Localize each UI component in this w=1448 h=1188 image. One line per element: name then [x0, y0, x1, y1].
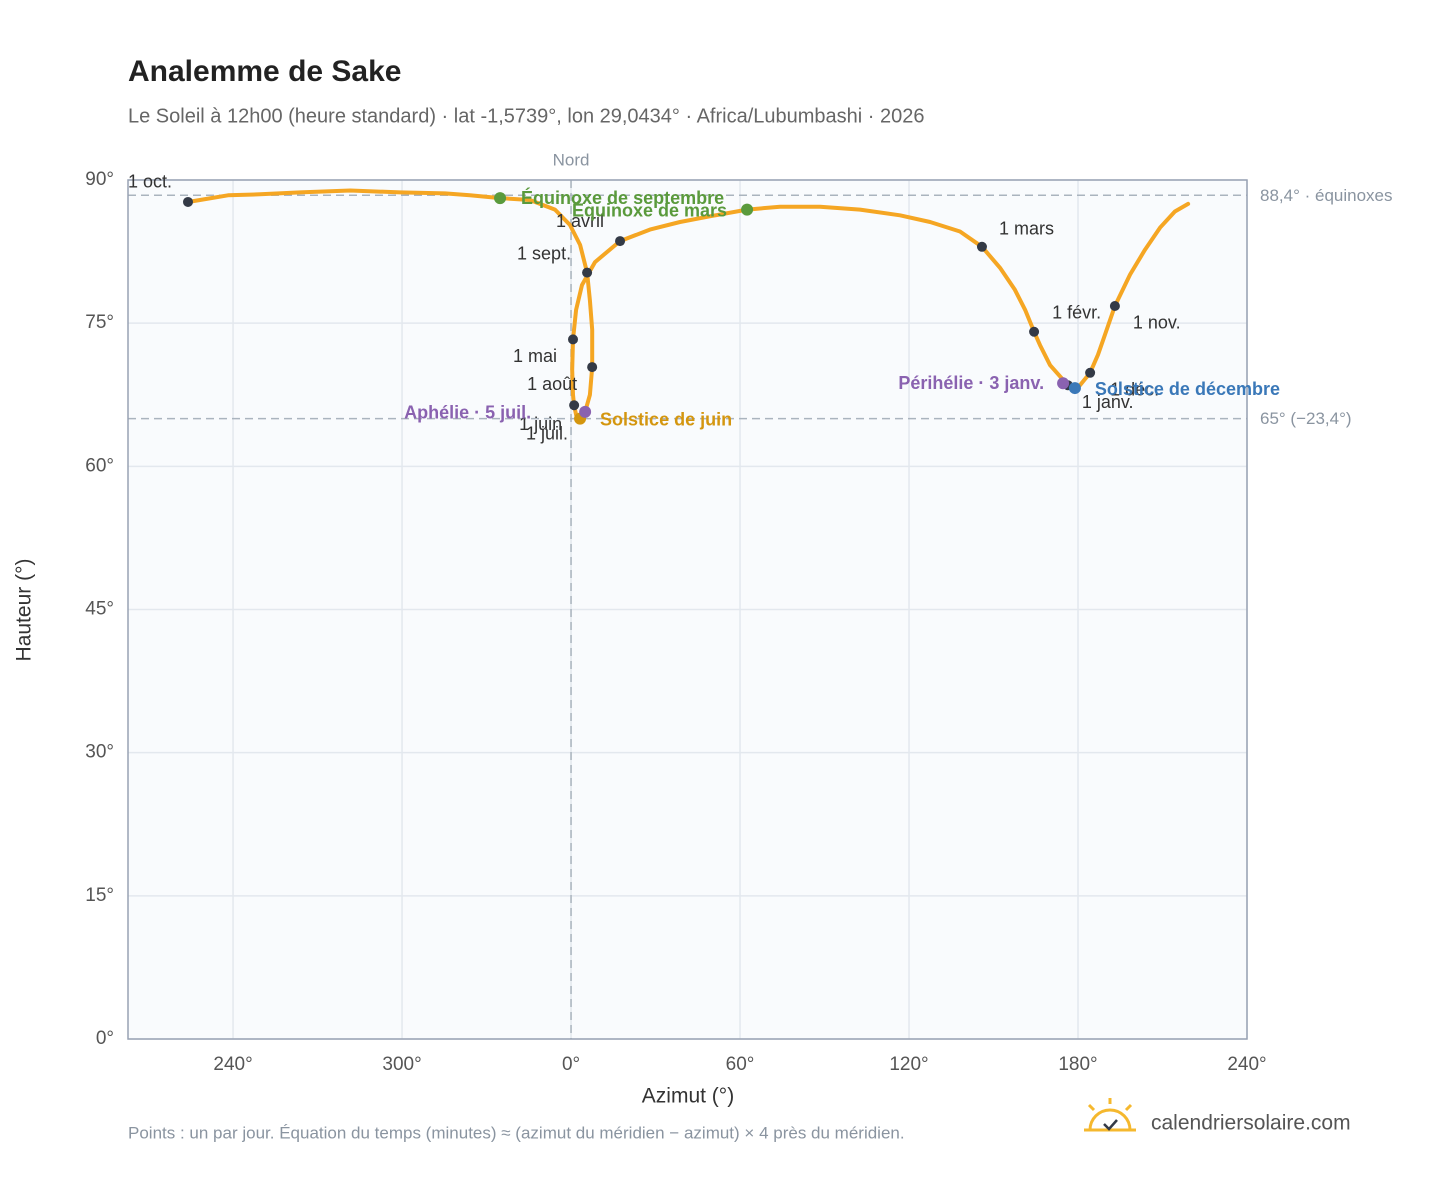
plot-border: [127, 179, 1248, 1040]
event-marker: [494, 192, 507, 205]
x-tick-label: 240°: [213, 1054, 252, 1075]
y-tick-label: 15°: [85, 885, 114, 906]
month-marker: [568, 334, 579, 345]
brand-icon: [1084, 1098, 1136, 1132]
x-tick-label: 240°: [1227, 1054, 1266, 1075]
event-label: Solstice de décembre: [1095, 379, 1280, 399]
y-tick-label: 75°: [85, 312, 114, 333]
month-marker: [615, 236, 626, 247]
y-tick-label: 90°: [85, 169, 114, 190]
reference-label: Nord: [553, 150, 590, 169]
chart-title: Analemme de Sake: [128, 55, 401, 88]
month-marker: [582, 267, 593, 278]
month-marker: [976, 241, 987, 252]
y-tick-label: 45°: [85, 599, 114, 620]
month-label: 1 sept.: [517, 243, 571, 263]
month-marker: [569, 400, 580, 411]
month-label: 1 oct.: [128, 172, 172, 192]
month-label: 1 juil.: [526, 423, 568, 443]
event-marker: [1057, 377, 1070, 390]
reference-label: 88,4° · équinoxes: [1260, 186, 1393, 205]
y-tick-label: 30°: [85, 742, 114, 763]
marks: [182, 188, 1191, 425]
event-marker: [741, 203, 754, 216]
event-label: Périhélie · 3 janv.: [898, 373, 1044, 393]
x-tick-label: 60°: [726, 1054, 755, 1075]
y-tick-label: 60°: [85, 455, 114, 476]
event-label: Équinoxe de septembre: [521, 187, 724, 208]
month-label: 1 avril: [556, 211, 604, 231]
event-marker: [1068, 382, 1081, 395]
event-label: Équinoxe de mars: [572, 199, 727, 220]
event-marker: [579, 405, 592, 418]
month-label: 1 juin: [519, 414, 562, 434]
x-tick-label: 300°: [382, 1054, 421, 1075]
month-label: 1 mai: [513, 346, 557, 366]
grid: [128, 179, 1248, 1040]
month-label: 1 nov.: [1133, 313, 1181, 333]
brand: calendriersolaire.com: [1151, 1112, 1351, 1135]
month-label: 1 déc.: [1110, 380, 1159, 400]
month-label: 1 août: [527, 374, 577, 394]
month-label: 1 févr.: [1052, 303, 1101, 323]
footnote: Points : un par jour. Équation du temps …: [128, 1123, 905, 1142]
x-axis-label: Azimut (°): [642, 1085, 734, 1108]
reference-label: 65° (−23,4°): [1260, 409, 1352, 428]
x-tick-label: 180°: [1058, 1054, 1097, 1075]
month-label: 1 mars: [999, 219, 1054, 239]
month-marker: [1109, 300, 1120, 311]
y-axis-label: Hauteur (°): [13, 559, 36, 662]
y-tick-label: 0°: [96, 1028, 114, 1049]
month-label: 1 janv.: [1082, 392, 1134, 412]
month-marker: [1085, 367, 1096, 378]
x-tick-label: 120°: [889, 1054, 928, 1075]
month-marker: [587, 362, 598, 373]
month-marker: [182, 196, 193, 207]
event-label: Solstice de juin: [600, 409, 732, 429]
month-marker: [1029, 326, 1040, 337]
event-label: Aphélie · 5 juil.: [404, 403, 531, 423]
x-tick-label: 0°: [562, 1054, 580, 1075]
chart-subtitle: Le Soleil à 12h00 (heure standard) · lat…: [128, 105, 925, 127]
